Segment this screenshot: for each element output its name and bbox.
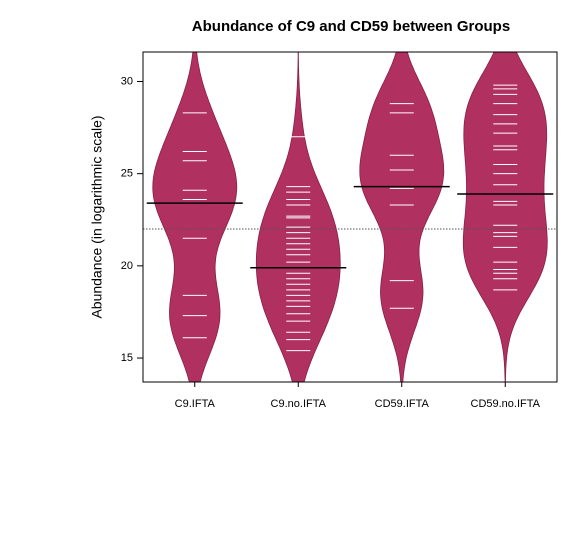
- chart-title: Abundance of C9 and CD59 between Groups: [192, 18, 510, 35]
- y-tick-label: 20: [121, 260, 133, 272]
- x-tick-label: CD59.no.IFTA: [471, 398, 541, 410]
- x-tick-label: CD59.IFTA: [375, 398, 430, 410]
- bean: [359, 52, 445, 382]
- y-tick-label: 15: [121, 352, 133, 364]
- plot-frame: [142, 51, 558, 383]
- y-tick-label: 25: [121, 168, 133, 180]
- bean: [255, 52, 341, 382]
- bean: [152, 52, 238, 382]
- x-tick-label: C9.no.IFTA: [271, 398, 327, 410]
- y-tick-label: 30: [121, 75, 133, 87]
- x-tick-label: C9.IFTA: [175, 398, 216, 410]
- plot-area: [143, 52, 557, 382]
- bean: [462, 52, 548, 382]
- y-axis-label: Abundance (in logarithmic scale): [89, 115, 105, 318]
